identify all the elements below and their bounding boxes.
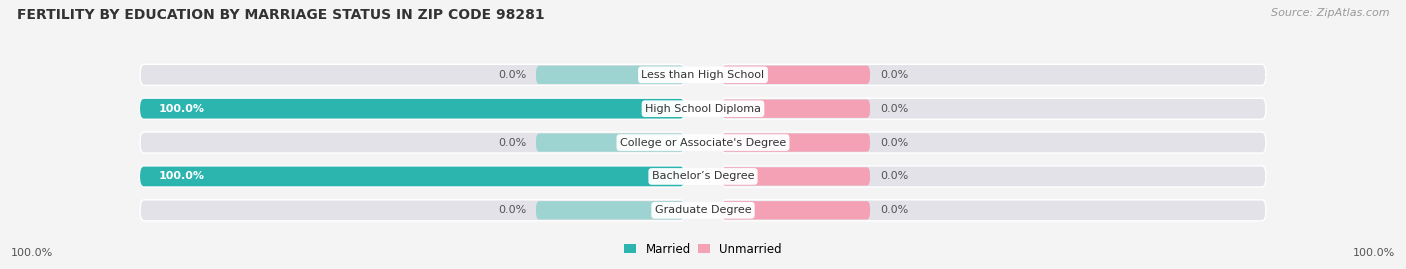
FancyBboxPatch shape [721, 66, 870, 84]
Text: Source: ZipAtlas.com: Source: ZipAtlas.com [1271, 8, 1389, 18]
FancyBboxPatch shape [721, 132, 1265, 153]
Text: 100.0%: 100.0% [159, 171, 205, 182]
FancyBboxPatch shape [141, 132, 685, 153]
Text: 0.0%: 0.0% [498, 70, 526, 80]
Text: 100.0%: 100.0% [1353, 248, 1395, 258]
FancyBboxPatch shape [721, 133, 870, 152]
Text: 100.0%: 100.0% [159, 104, 205, 114]
FancyBboxPatch shape [536, 66, 685, 84]
FancyBboxPatch shape [721, 100, 870, 118]
Text: College or Associate's Degree: College or Associate's Degree [620, 137, 786, 148]
FancyBboxPatch shape [141, 166, 685, 187]
FancyBboxPatch shape [721, 167, 870, 186]
FancyBboxPatch shape [721, 98, 1265, 119]
Text: 0.0%: 0.0% [880, 137, 908, 148]
FancyBboxPatch shape [141, 167, 685, 186]
Text: 100.0%: 100.0% [11, 248, 53, 258]
Legend: Married, Unmarried: Married, Unmarried [620, 238, 786, 260]
FancyBboxPatch shape [141, 200, 685, 221]
Text: Graduate Degree: Graduate Degree [655, 205, 751, 215]
FancyBboxPatch shape [141, 64, 685, 85]
Text: 0.0%: 0.0% [498, 137, 526, 148]
Text: 0.0%: 0.0% [880, 70, 908, 80]
Text: 0.0%: 0.0% [498, 205, 526, 215]
FancyBboxPatch shape [141, 98, 685, 119]
FancyBboxPatch shape [536, 133, 685, 152]
Text: Less than High School: Less than High School [641, 70, 765, 80]
FancyBboxPatch shape [721, 200, 1265, 221]
FancyBboxPatch shape [721, 201, 870, 220]
Text: 0.0%: 0.0% [880, 104, 908, 114]
Text: 0.0%: 0.0% [880, 205, 908, 215]
FancyBboxPatch shape [721, 166, 1265, 187]
FancyBboxPatch shape [721, 64, 1265, 85]
Text: High School Diploma: High School Diploma [645, 104, 761, 114]
FancyBboxPatch shape [536, 201, 685, 220]
Text: 0.0%: 0.0% [880, 171, 908, 182]
FancyBboxPatch shape [141, 99, 685, 119]
Text: Bachelor’s Degree: Bachelor’s Degree [652, 171, 754, 182]
Text: FERTILITY BY EDUCATION BY MARRIAGE STATUS IN ZIP CODE 98281: FERTILITY BY EDUCATION BY MARRIAGE STATU… [17, 8, 544, 22]
